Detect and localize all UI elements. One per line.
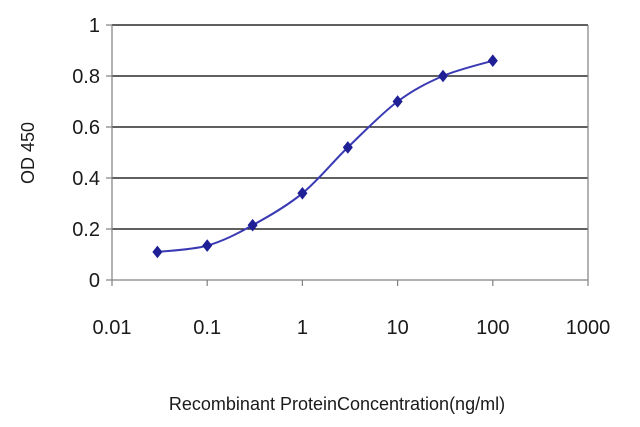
- data-point: [342, 141, 353, 154]
- data-point: [392, 95, 403, 108]
- y-tick-label: 0.2: [72, 219, 100, 241]
- data-point: [202, 239, 213, 252]
- data-point: [437, 69, 449, 83]
- x-tick-label: 1: [297, 317, 308, 339]
- y-tick-label: 0.8: [72, 66, 100, 88]
- data-point: [247, 218, 258, 232]
- data-point: [152, 245, 163, 259]
- y-tick-label: 1: [89, 15, 100, 37]
- x-axis-label: Recombinant ProteinConcentration(ng/ml): [169, 394, 505, 414]
- y-axis-label: OD 450: [18, 122, 38, 184]
- x-tick-label: 100: [476, 317, 509, 339]
- x-tick-labels: 0.01 0.1 1 10 100 1000: [93, 317, 611, 339]
- y-tick-label: 0.4: [72, 168, 100, 190]
- gridlines: [112, 24, 588, 230]
- axes: [106, 24, 589, 286]
- y-tick-label: 0: [89, 270, 100, 292]
- x-tick-label: 1000: [566, 317, 611, 339]
- y-tick-labels: 0 0.2 0.4 0.6 0.8 1: [72, 15, 100, 292]
- x-tick-label: 0.01: [93, 317, 132, 339]
- data-point: [487, 54, 498, 68]
- y-tick-label: 0.6: [72, 117, 100, 139]
- data-point: [297, 186, 308, 200]
- data-series: [152, 54, 498, 259]
- x-tick-label: 0.1: [193, 317, 221, 339]
- x-tick-label: 10: [386, 317, 408, 339]
- series-line: [157, 59, 494, 253]
